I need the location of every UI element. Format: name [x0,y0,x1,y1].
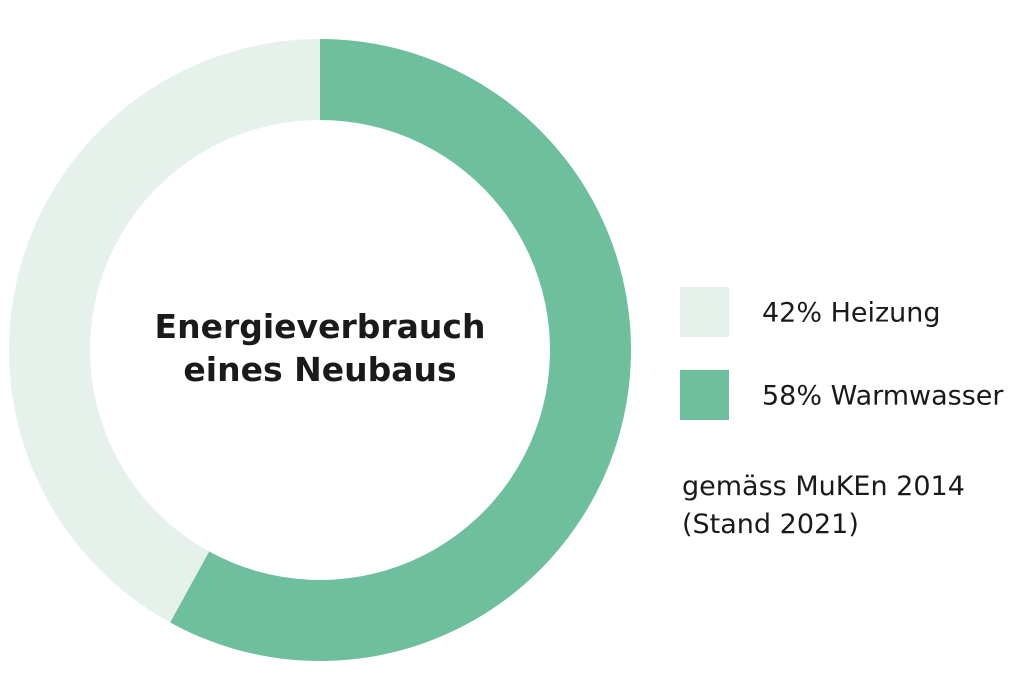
donut-slice [9,39,320,623]
donut-slice [170,39,632,662]
legend-label: 58% Warmwasser [762,381,1004,412]
source-note: gemäss MuKEn 2014 (Stand 2021) [682,471,965,540]
legend-swatch [680,287,729,337]
legend-label: 42% Heizung [762,298,941,329]
chart-title: Energieverbrauch eines Neubaus [154,307,486,389]
legend-swatch [680,370,729,420]
